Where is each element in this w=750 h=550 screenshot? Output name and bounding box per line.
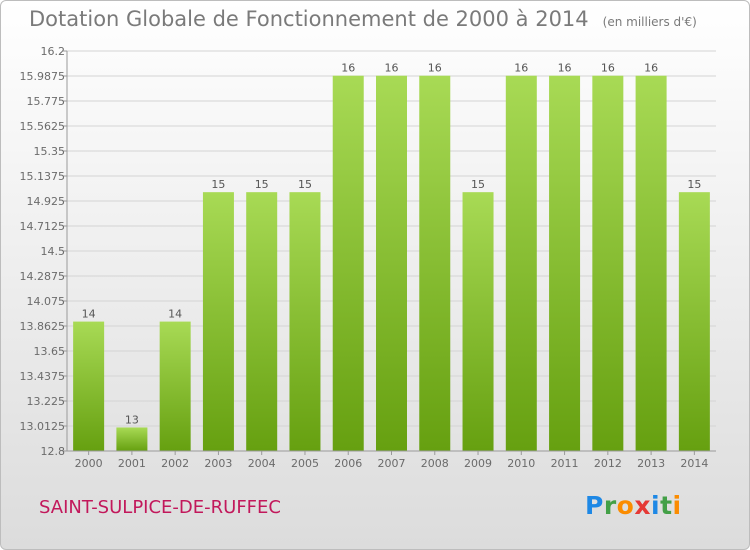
bar-2001 <box>116 427 148 451</box>
logo-letter: i <box>651 491 661 520</box>
proxiti-logo: Proxiti <box>585 491 682 520</box>
y-tick-label: 13.4375 <box>20 370 66 383</box>
x-tick-label: 2014 <box>680 457 708 470</box>
logo-letter: o <box>616 491 635 520</box>
bar-2012 <box>592 75 624 452</box>
bar-2003 <box>202 192 234 452</box>
y-tick-label: 16.2 <box>41 45 66 58</box>
logo-letter: x <box>634 491 651 520</box>
unit-label: (en milliers d'€) <box>602 15 697 29</box>
logo-letter: i <box>672 491 682 520</box>
x-tick-label: 2011 <box>551 457 579 470</box>
x-tick-label: 2007 <box>378 457 406 470</box>
x-tick-label: 2006 <box>334 457 362 470</box>
bar-2006 <box>332 75 364 452</box>
logo-letter: r <box>603 491 617 520</box>
data-label-2001: 13 <box>125 413 139 426</box>
bar-2010 <box>505 75 537 452</box>
bar-2014 <box>678 192 710 452</box>
logo-letter: t <box>660 491 673 520</box>
commune-name: SAINT-SULPICE-DE-RUFFEC <box>39 497 281 518</box>
bar-2007 <box>376 75 407 452</box>
data-label-2005: 15 <box>298 178 312 191</box>
x-tick-label: 2000 <box>75 457 103 470</box>
x-tick-label: 2012 <box>594 457 622 470</box>
x-tick-label: 2005 <box>291 457 319 470</box>
x-tick-label: 2004 <box>248 457 276 470</box>
data-label-2008: 16 <box>428 62 442 75</box>
bar-2002 <box>159 321 191 451</box>
data-label-2012: 16 <box>601 62 615 75</box>
x-tick-label: 2010 <box>507 457 535 470</box>
data-label-2006: 16 <box>341 62 355 75</box>
bar-2000 <box>73 321 105 451</box>
data-label-2002: 14 <box>168 308 182 321</box>
y-tick-label: 15.5625 <box>20 120 66 133</box>
bar-2009 <box>462 192 494 452</box>
y-tick-label: 15.1375 <box>20 170 66 183</box>
bar-2011 <box>549 75 581 452</box>
y-tick-label: 13.65 <box>34 345 66 358</box>
x-tick-label: 2013 <box>637 457 665 470</box>
y-tick-label: 13.225 <box>27 395 66 408</box>
data-label-2003: 15 <box>211 178 225 191</box>
x-tick-label: 2008 <box>421 457 449 470</box>
y-tick-label: 13.0125 <box>20 420 66 433</box>
axes: 12.8 13.0125 13.225 13.4375 13.65 13.8625 14.0… <box>20 45 716 470</box>
bar-2005 <box>289 192 321 452</box>
bar-2004 <box>246 192 278 452</box>
y-tick-label: 15.775 <box>27 95 66 108</box>
logo-letter: P <box>585 491 604 520</box>
bar-2013 <box>635 75 667 452</box>
title-text: Dotation Globale de Fonctionnement de 20… <box>29 7 589 31</box>
x-tick-label: 2001 <box>118 457 146 470</box>
y-tick-label: 14.7125 <box>20 220 66 233</box>
x-tick-label: 2002 <box>161 457 189 470</box>
data-label-2009: 15 <box>471 178 485 191</box>
data-labels: 14 13 14 15 15 15 16 16 16 15 16 16 16 16 15 <box>82 62 702 427</box>
bars <box>73 75 710 452</box>
data-label-2010: 16 <box>514 62 528 75</box>
x-tick-label: 2003 <box>204 457 232 470</box>
data-label-2004: 15 <box>255 178 269 191</box>
y-tick-label: 13.8625 <box>20 320 66 333</box>
data-label-2014: 15 <box>687 178 701 191</box>
y-tick-label: 14.2875 <box>20 270 66 283</box>
y-tick-label: 14.075 <box>27 295 66 308</box>
data-label-2013: 16 <box>644 62 658 75</box>
y-tick-label: 14.925 <box>27 195 66 208</box>
y-tick-label: 15.35 <box>34 145 66 158</box>
data-label-2011: 16 <box>558 62 572 75</box>
chart-title: Dotation Globale de Fonctionnement de 20… <box>29 7 697 31</box>
bar-2008 <box>419 75 451 452</box>
y-tick-label: 12.8 <box>41 445 66 458</box>
x-tick-label: 2009 <box>464 457 492 470</box>
data-label-2007: 16 <box>385 62 399 75</box>
y-tick-label: 15.9875 <box>20 70 66 83</box>
y-tick-label: 14.5 <box>41 245 66 258</box>
data-label-2000: 14 <box>82 308 96 321</box>
